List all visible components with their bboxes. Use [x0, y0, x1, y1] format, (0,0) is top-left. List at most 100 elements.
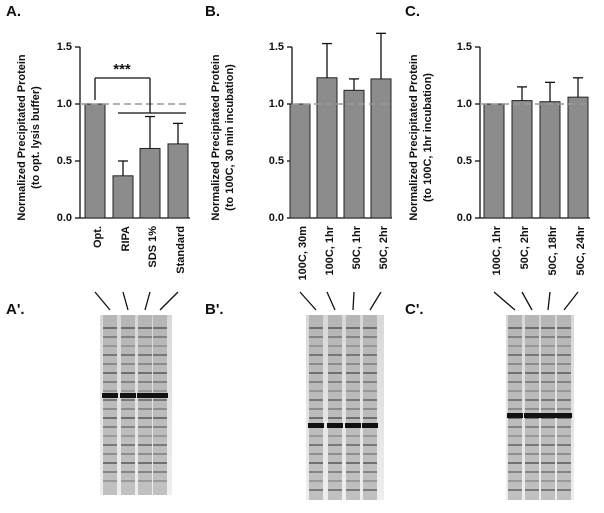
gel-band: [103, 426, 117, 428]
gel-band: [138, 417, 152, 419]
error-bar: [349, 78, 359, 91]
gel-band: [309, 489, 323, 491]
gel-band: [309, 372, 323, 374]
gel-band: [309, 390, 323, 392]
gel-band-heavy: [540, 413, 556, 418]
gel-band: [557, 327, 571, 329]
gel-band: [328, 363, 342, 365]
gel-lane: [138, 315, 152, 495]
gel-band: [557, 399, 571, 401]
bar: [139, 147, 161, 219]
gel-band: [153, 417, 167, 419]
gel-band: [363, 381, 377, 383]
y-axis-title: Normalized Precipitated Protein: [16, 54, 28, 221]
error-bar: [118, 160, 128, 176]
gel-band: [103, 435, 117, 437]
gel-band: [328, 345, 342, 347]
annotation: ***: [113, 61, 131, 78]
gel-band: [346, 381, 360, 383]
gel-band: [363, 417, 377, 419]
lane-pointer: [299, 291, 317, 311]
gel-band: [153, 372, 167, 374]
panel-label: B.: [205, 3, 220, 20]
gel-band: [103, 390, 117, 392]
gel-band: [138, 480, 152, 482]
gel-band: [508, 372, 522, 374]
gel-band: [121, 435, 135, 437]
gel-band: [525, 435, 539, 437]
gel-band: [541, 480, 555, 482]
gel-lane: [346, 315, 360, 500]
lane-pointer: [493, 291, 516, 311]
gel-band: [346, 372, 360, 374]
gel-band: [557, 345, 571, 347]
gel-band: [346, 408, 360, 410]
gel-band: [121, 462, 135, 464]
gel-band: [541, 336, 555, 338]
gel-band: [103, 480, 117, 482]
gel-band: [363, 372, 377, 374]
gel-band: [508, 435, 522, 437]
error-bar: [573, 77, 583, 98]
gel-band: [363, 354, 377, 356]
gel-band: [138, 462, 152, 464]
gel-band: [328, 372, 342, 374]
gel-band: [121, 444, 135, 446]
gel-band: [103, 372, 117, 374]
gel-band: [363, 444, 377, 446]
gel-band: [138, 345, 152, 347]
y-axis-title: Normalized Precipitated Protein: [210, 54, 222, 221]
gel-band: [121, 471, 135, 473]
gel-lane: [153, 315, 167, 495]
gel-band: [103, 354, 117, 356]
gel-band: [525, 327, 539, 329]
gel-band: [153, 435, 167, 437]
y-axis-title: (to 100C, 1hr incubation): [422, 73, 434, 202]
gel-band: [541, 462, 555, 464]
gel-band: [153, 354, 167, 356]
lane-pointer: [122, 291, 129, 311]
gel-band: [525, 336, 539, 338]
gel-band: [508, 327, 522, 329]
gel-band: [153, 381, 167, 383]
gel-band: [309, 435, 323, 437]
gel-band: [103, 417, 117, 419]
gel-band-heavy: [556, 413, 572, 418]
gel-band: [363, 363, 377, 365]
gel-band: [309, 354, 323, 356]
gel-band: [541, 390, 555, 392]
gel-band: [508, 345, 522, 347]
gel-band: [346, 417, 360, 419]
gel-band: [557, 471, 571, 473]
gel-band-heavy: [152, 393, 168, 398]
gel-band: [508, 453, 522, 455]
gel-band-heavy: [102, 393, 118, 398]
gel-band: [153, 363, 167, 365]
gel-band: [363, 453, 377, 455]
y-tick-label: 0.5: [57, 155, 72, 167]
gel-band: [346, 399, 360, 401]
gel-band: [309, 417, 323, 419]
y-tick-label: 1.5: [57, 41, 72, 53]
gel-lane: [309, 315, 323, 500]
gel-band: [541, 489, 555, 491]
gel-band: [153, 390, 167, 392]
y-tick-label: 1.0: [269, 98, 284, 110]
gel-band: [541, 327, 555, 329]
gel-band: [328, 444, 342, 446]
y-tick-label: 0.5: [269, 155, 284, 167]
gel-label: A'.: [6, 301, 25, 318]
gel-band: [121, 399, 135, 401]
gel-lane: [363, 315, 377, 500]
gel-band-heavy: [120, 393, 136, 398]
gel-band: [508, 471, 522, 473]
lane-pointer: [159, 291, 179, 311]
lane-pointer: [547, 291, 551, 311]
gel-band: [525, 453, 539, 455]
gel-band: [508, 363, 522, 365]
gel-band: [328, 471, 342, 473]
gel-band: [525, 408, 539, 410]
significance-bracket: [94, 77, 186, 114]
x-tick-label: SDS 1%: [147, 226, 159, 268]
gel-band: [328, 381, 342, 383]
